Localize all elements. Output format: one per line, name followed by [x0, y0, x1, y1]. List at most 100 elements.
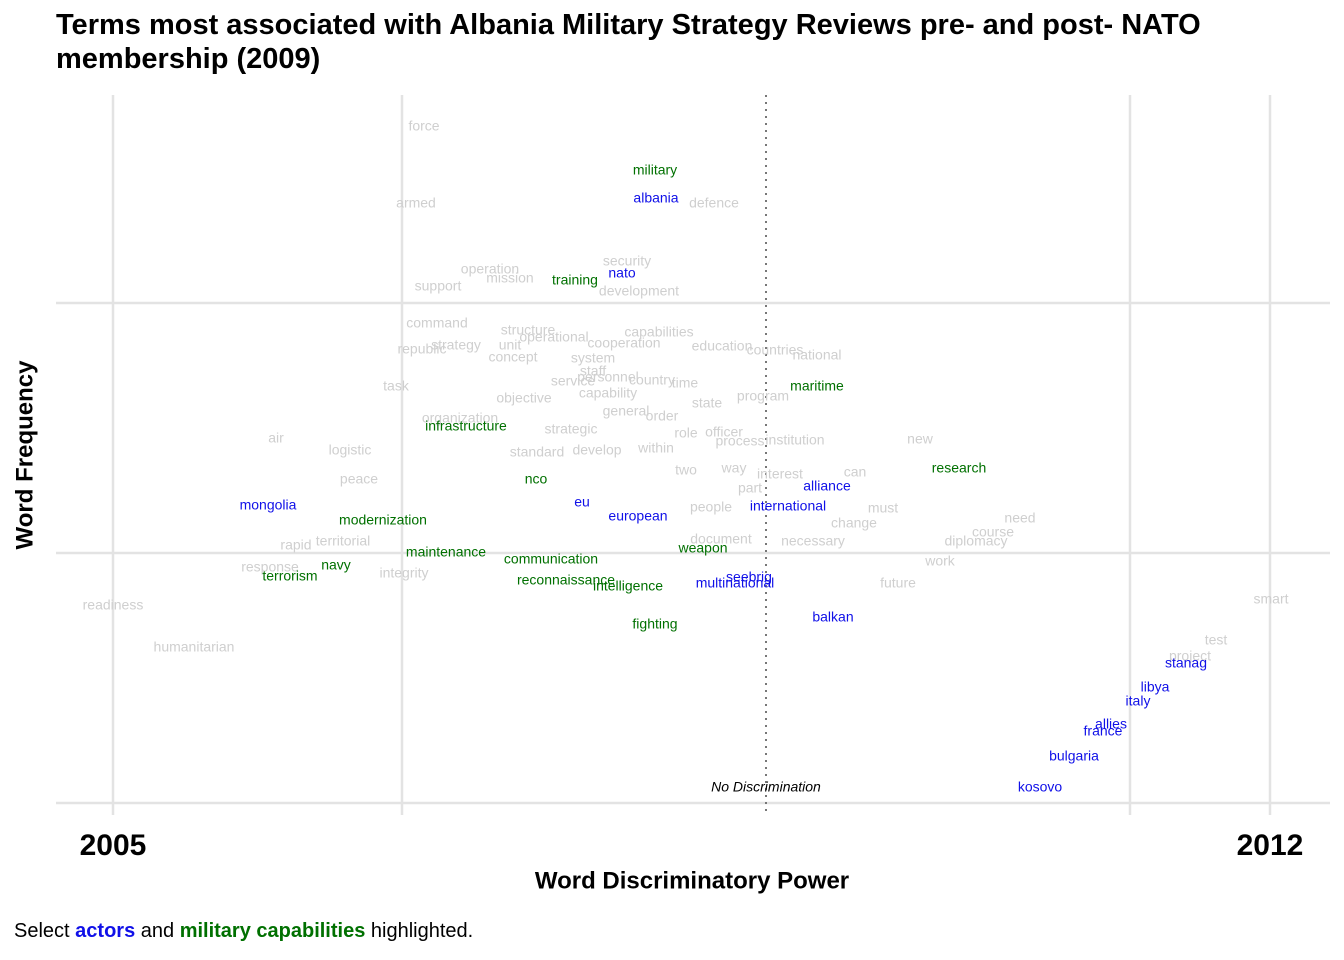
word: italy: [1126, 693, 1151, 709]
word: people: [690, 499, 732, 515]
word: nco: [525, 471, 548, 487]
word: weapon: [677, 540, 727, 556]
word: national: [792, 347, 841, 363]
word: fighting: [632, 616, 677, 632]
word: humanitarian: [154, 639, 235, 655]
word: develop: [572, 442, 621, 458]
word: maintenance: [406, 544, 486, 560]
word: training: [552, 272, 598, 288]
word: system: [571, 350, 615, 366]
word: bulgaria: [1049, 748, 1099, 764]
word: navy: [321, 557, 351, 573]
word: capability: [579, 385, 637, 401]
word: officer: [705, 424, 743, 440]
word: territorial: [316, 533, 370, 549]
word: can: [844, 464, 867, 480]
word: work: [924, 553, 956, 569]
word: concept: [488, 349, 537, 365]
word: new: [907, 431, 934, 447]
word: course: [972, 524, 1014, 540]
chart-title: Terms most associated with Albania Milit…: [56, 9, 1201, 75]
word: unit: [499, 337, 522, 353]
word: command: [406, 315, 467, 331]
x-axis-title: Word Discriminatory Power: [535, 867, 849, 894]
word: program: [737, 388, 789, 404]
caption-text: highlighted.: [370, 920, 474, 942]
word: country: [629, 372, 675, 388]
word: staff: [580, 363, 606, 379]
word: peace: [340, 471, 378, 487]
y-axis-title: Word Frequency: [11, 360, 38, 550]
word: strategy: [431, 337, 481, 353]
caption-text: and: [140, 920, 175, 942]
caption-text: Select: [14, 920, 70, 942]
word: military: [633, 162, 677, 178]
word: integrity: [379, 565, 428, 581]
word: organization: [422, 410, 498, 426]
word: european: [608, 508, 667, 524]
word: cooperation: [587, 335, 660, 351]
word: standard: [510, 444, 564, 460]
word: republic: [397, 341, 446, 357]
word: strategic: [545, 421, 598, 437]
word: smart: [1254, 591, 1289, 607]
word: stanag: [1165, 655, 1207, 671]
word: intelligence: [593, 578, 663, 594]
word: rapid: [280, 537, 311, 553]
word: eu: [574, 494, 590, 510]
word: process: [715, 433, 764, 449]
annotation: No Discrimination: [711, 779, 821, 795]
word: seebrig: [726, 569, 772, 585]
word: role: [674, 425, 698, 441]
word: communication: [504, 551, 598, 567]
word: future: [880, 575, 916, 591]
word: time: [672, 375, 699, 391]
word: part: [738, 480, 762, 496]
word: defence: [689, 195, 739, 211]
word: international: [750, 498, 826, 514]
word: kosovo: [1018, 779, 1063, 795]
word: service: [551, 373, 596, 389]
word: response: [241, 559, 299, 575]
word: mongolia: [240, 497, 297, 513]
word: must: [868, 500, 898, 516]
x-tick-label: 2012: [1237, 829, 1304, 862]
word: multinational: [696, 575, 775, 591]
word: libya: [1141, 679, 1170, 695]
word: mission: [486, 270, 533, 286]
word: document: [690, 531, 752, 547]
word: objective: [496, 390, 551, 406]
caption-capabilities: military capabilities: [179, 920, 366, 942]
word: necessary: [781, 533, 845, 549]
word: alliance: [803, 478, 851, 494]
word: countries: [747, 342, 804, 358]
word: institution: [765, 432, 824, 448]
word: order: [646, 408, 679, 424]
word: allies: [1095, 716, 1127, 732]
word: nato: [608, 265, 635, 281]
x-tick-label: 2005: [80, 829, 147, 862]
word: security: [603, 253, 651, 269]
word: interest: [757, 466, 803, 482]
word: armed: [396, 195, 436, 211]
word: personnel: [577, 369, 639, 385]
word: readiness: [83, 597, 144, 613]
word: change: [831, 515, 877, 531]
word: development: [599, 283, 679, 299]
word: two: [675, 462, 697, 478]
word: structure: [501, 322, 556, 338]
word: terrorism: [262, 568, 317, 584]
word: albania: [633, 190, 678, 206]
word: operational: [519, 329, 588, 345]
word: way: [721, 460, 747, 476]
word: within: [637, 440, 674, 456]
word: force: [408, 118, 439, 134]
word: maritime: [790, 378, 844, 394]
word: state: [692, 395, 723, 411]
word: diplomacy: [944, 533, 1007, 549]
caption-actors: actors: [75, 920, 136, 942]
word: logistic: [329, 442, 372, 458]
caption: Select actors and military capabilities …: [14, 920, 473, 943]
